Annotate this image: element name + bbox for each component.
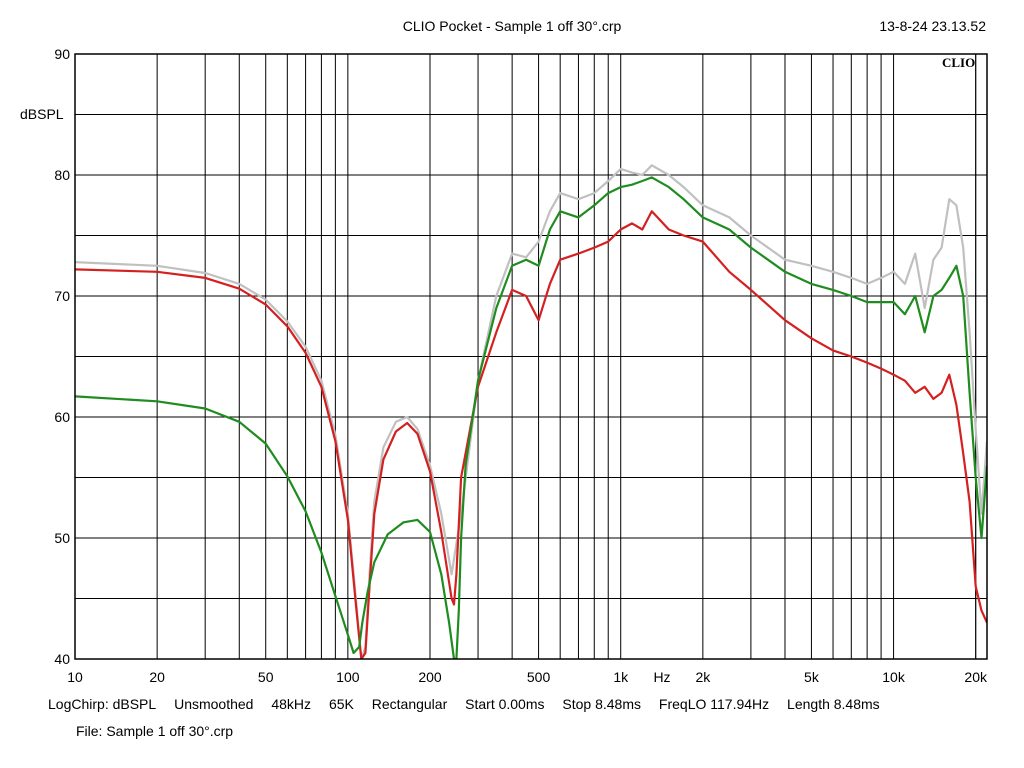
file-name: File: Sample 1 off 30°.crp bbox=[76, 723, 234, 739]
x-tick-label: 100 bbox=[336, 669, 360, 685]
footer-item: Rectangular bbox=[371, 696, 448, 712]
plot-frame bbox=[74, 53, 988, 660]
y-tick-label: 90 bbox=[54, 46, 70, 62]
x-tick-label: 10 bbox=[67, 669, 83, 685]
x-tick-label: 20k bbox=[964, 669, 988, 685]
y-axis-label: dBSPL bbox=[20, 106, 64, 122]
series-layer bbox=[75, 164, 987, 659]
footer-item: Length 8.48ms bbox=[787, 696, 880, 712]
x-tick-label: 1k bbox=[613, 669, 629, 685]
x-tick-label: 20 bbox=[149, 669, 165, 685]
y-tick-labels: 40 50 60 70 80 90 bbox=[54, 46, 70, 667]
x-axis-label: Hz bbox=[653, 669, 670, 685]
footer-item: 48kHz bbox=[271, 696, 312, 712]
grid bbox=[75, 54, 987, 659]
y-tick-label: 50 bbox=[54, 530, 70, 546]
y-tick-label: 80 bbox=[54, 167, 70, 183]
x-tick-label: 10k bbox=[882, 669, 906, 685]
timestamp: 13-8-24 23.13.52 bbox=[879, 18, 986, 34]
series-red bbox=[75, 210, 987, 659]
x-tick-label: 500 bbox=[527, 669, 551, 685]
x-tick-label: 200 bbox=[418, 669, 442, 685]
clio-logo: CLIO bbox=[942, 55, 975, 70]
chart-title: CLIO Pocket - Sample 1 off 30°.crp bbox=[402, 18, 622, 34]
footer-item: 65K bbox=[328, 696, 354, 712]
footer-item: LogChirp: dBSPL bbox=[48, 696, 157, 712]
footer-item: Unsmoothed bbox=[174, 696, 254, 712]
y-tick-label: 40 bbox=[54, 651, 70, 667]
measurement-settings: LogChirp: dBSPL Unsmoothed 48kHz 65K Rec… bbox=[48, 696, 894, 712]
y-tick-label: 70 bbox=[54, 288, 70, 304]
footer-item: Stop 8.48ms bbox=[562, 696, 642, 712]
y-tick-label: 60 bbox=[54, 409, 70, 425]
footer-item: Start 0.00ms bbox=[465, 696, 545, 712]
x-tick-label: 5k bbox=[804, 669, 820, 685]
x-tick-label: 2k bbox=[695, 669, 711, 685]
footer-item: FreqLO 117.94Hz bbox=[658, 696, 770, 712]
series-green bbox=[75, 176, 987, 659]
x-tick-labels: 10 20 50 100 200 500 1k 2k 5k 10k 20k bbox=[67, 669, 988, 685]
x-tick-label: 50 bbox=[258, 669, 274, 685]
